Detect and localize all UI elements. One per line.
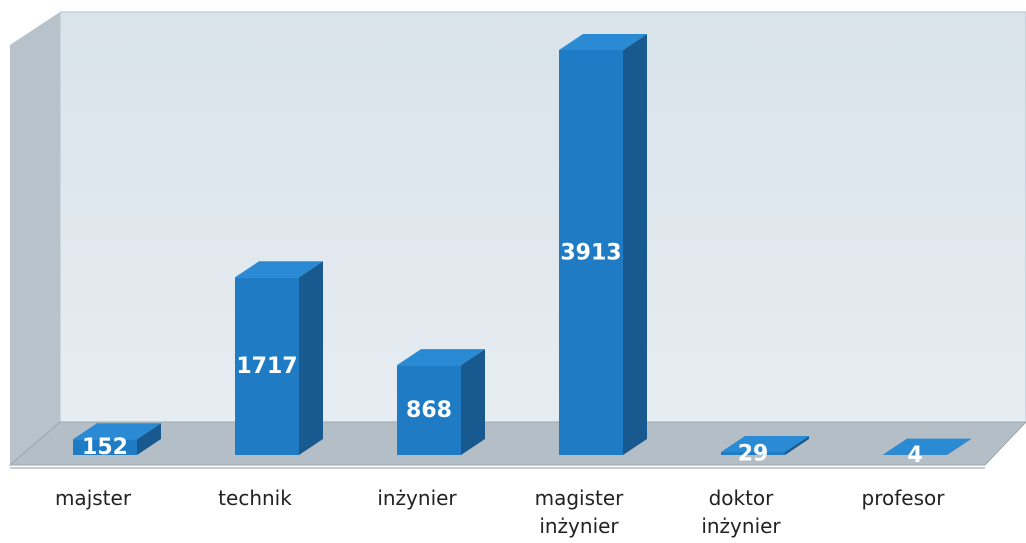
bar-front — [559, 50, 623, 455]
x-tick-label: technik — [218, 486, 292, 510]
data-label: 29 — [738, 441, 769, 466]
bar — [883, 438, 971, 455]
data-label: 4 — [907, 443, 922, 468]
bar-side — [947, 438, 971, 455]
bar-front — [73, 439, 137, 455]
bar — [559, 34, 647, 455]
bar — [397, 349, 485, 455]
side-wall — [10, 12, 60, 465]
bar-side — [137, 423, 161, 455]
bar-front — [721, 451, 785, 455]
bar-side — [785, 435, 809, 455]
bar-top — [721, 435, 809, 452]
bar-front — [397, 365, 461, 455]
x-tick-label: inżynier — [377, 486, 457, 510]
bar-top — [397, 349, 485, 366]
bar-top — [559, 34, 647, 50]
x-tick-label: doktor inżynier — [701, 486, 781, 538]
bar-top — [883, 438, 971, 455]
floor — [8, 421, 1026, 466]
data-label: 868 — [406, 398, 452, 423]
bar — [721, 435, 809, 455]
bar — [73, 423, 161, 455]
bar — [235, 261, 323, 455]
data-label: 3913 — [560, 241, 621, 266]
x-tick-label: magister inżynier — [534, 486, 624, 538]
back-wall — [59, 11, 1026, 423]
x-tick-label: profesor — [861, 486, 945, 510]
bar-side — [623, 34, 647, 455]
data-label: 152 — [82, 435, 128, 460]
bar-top — [73, 423, 161, 440]
bar-top — [235, 261, 323, 278]
bar-front — [235, 277, 299, 455]
data-label: 1717 — [236, 354, 297, 379]
bar-side — [461, 349, 485, 455]
bar-side — [299, 261, 323, 455]
x-tick-label: majster — [54, 486, 132, 510]
